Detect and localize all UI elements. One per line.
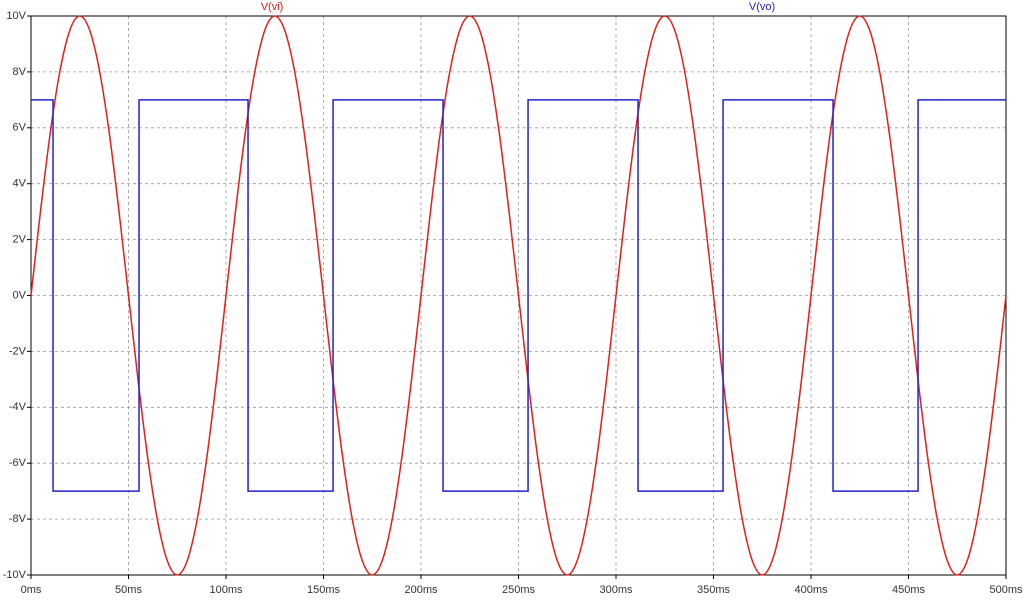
y-tick-label: 2V xyxy=(13,234,27,246)
x-tick-label: 100ms xyxy=(209,584,243,596)
y-tick-label: -6V xyxy=(9,457,27,469)
legend-entry: V(vo) xyxy=(749,1,775,13)
series-line xyxy=(31,99,1006,492)
y-tick-label: 6V xyxy=(13,122,27,134)
y-tick-label: 10V xyxy=(6,10,26,22)
x-tick-label: 50ms xyxy=(115,584,142,596)
legend-entry: V(vi) xyxy=(261,1,284,13)
x-tick-label: 200ms xyxy=(404,584,438,596)
x-tick-label: 0ms xyxy=(21,584,42,596)
x-tick-label: 250ms xyxy=(502,584,536,596)
x-tick-label: 400ms xyxy=(794,584,828,596)
y-tick-label: 4V xyxy=(13,178,27,190)
x-tick-label: 350ms xyxy=(697,584,731,596)
series-line xyxy=(30,15,1007,576)
y-tick-label: -2V xyxy=(9,345,27,357)
x-tick-label: 500ms xyxy=(989,584,1023,596)
y-tick-label: -4V xyxy=(9,401,27,413)
y-tick-label: -8V xyxy=(9,513,27,525)
y-tick-label: 0V xyxy=(13,289,27,301)
y-tick-label: -10V xyxy=(3,569,27,581)
x-tick-label: 150ms xyxy=(307,584,341,596)
y-tick-label: 8V xyxy=(13,66,27,78)
x-tick-label: 450ms xyxy=(892,584,926,596)
x-tick-label: 300ms xyxy=(599,584,633,596)
